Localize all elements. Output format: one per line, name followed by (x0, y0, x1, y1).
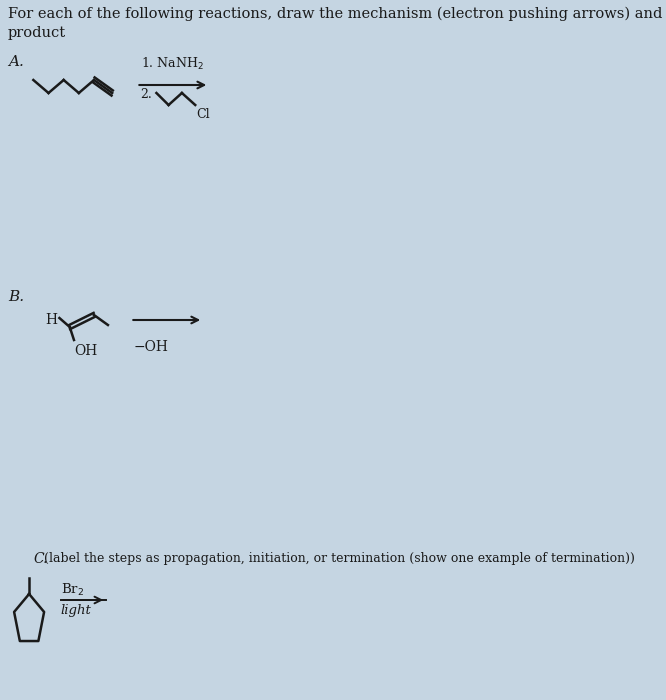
Text: Br$_2$: Br$_2$ (61, 582, 84, 598)
Text: H: H (45, 313, 57, 327)
Text: −OH: −OH (133, 340, 168, 354)
Text: C.: C. (33, 552, 48, 566)
Text: 2.: 2. (141, 88, 153, 101)
Text: 1. NaNH$_2$: 1. NaNH$_2$ (141, 56, 204, 72)
Text: A.: A. (8, 55, 24, 69)
Text: Cl: Cl (196, 108, 210, 121)
Text: (label the steps as propagation, initiation, or termination (show one example of: (label the steps as propagation, initiat… (44, 552, 635, 565)
Text: B.: B. (8, 290, 24, 304)
Text: For each of the following reactions, draw the mechanism (electron pushing arrows: For each of the following reactions, dra… (8, 7, 666, 41)
Text: OH: OH (74, 344, 97, 358)
Text: light: light (61, 604, 91, 617)
